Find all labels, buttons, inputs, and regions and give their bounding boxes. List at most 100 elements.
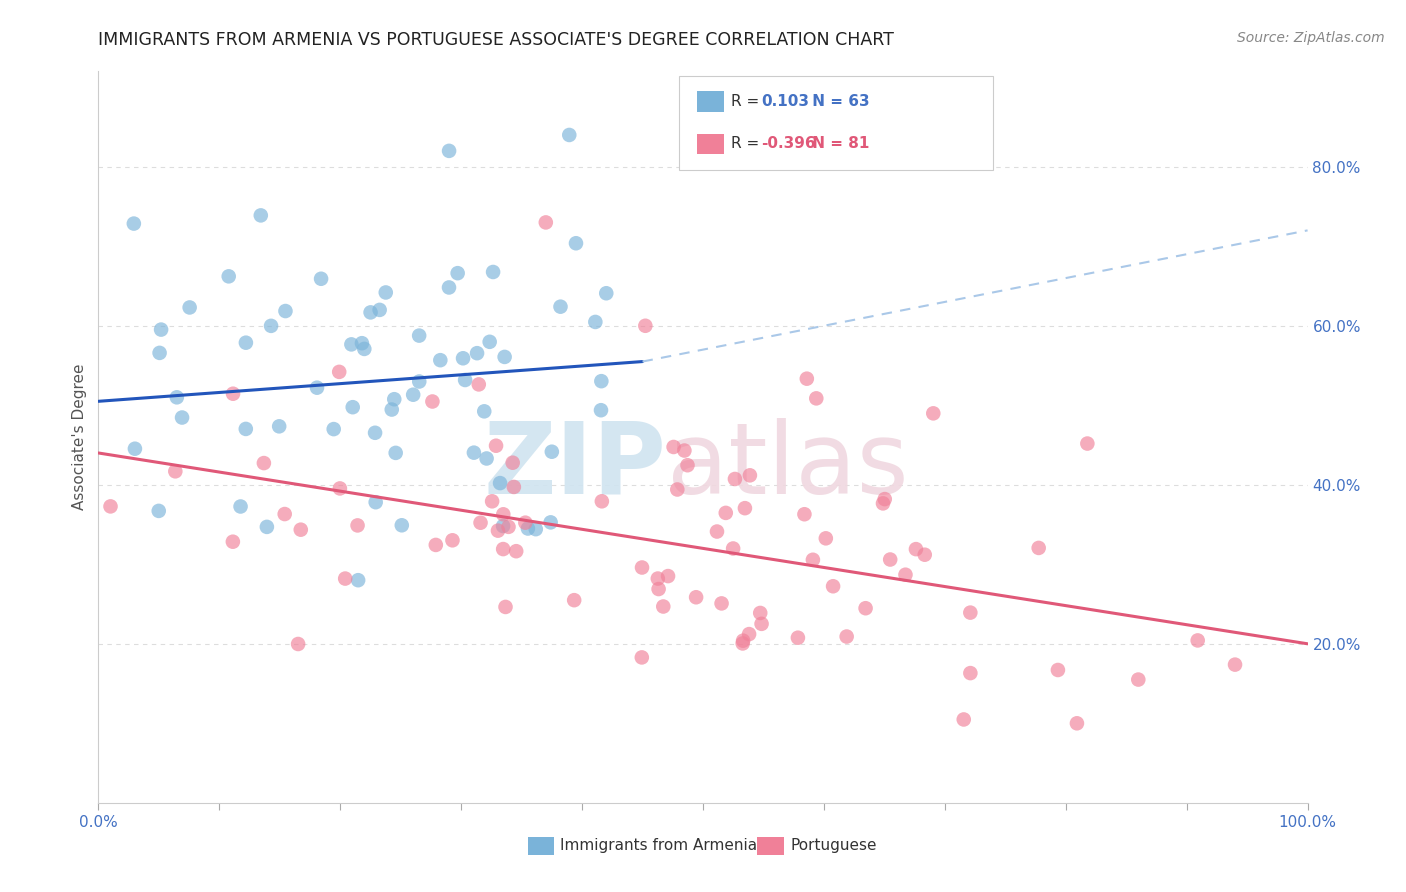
Point bbox=[274, 304, 297, 318]
Point bbox=[1028, 541, 1050, 555]
Text: Immigrants from Armenia: Immigrants from Armenia bbox=[561, 838, 758, 854]
Point bbox=[710, 596, 733, 610]
Point bbox=[253, 456, 276, 470]
Point bbox=[322, 422, 344, 436]
Point bbox=[657, 569, 679, 583]
Point bbox=[179, 301, 201, 315]
Point bbox=[425, 538, 447, 552]
Point bbox=[486, 524, 509, 538]
Point bbox=[647, 572, 669, 586]
Point bbox=[823, 579, 845, 593]
Text: 0.103: 0.103 bbox=[761, 94, 808, 109]
Point bbox=[1066, 716, 1088, 731]
Point bbox=[340, 337, 363, 351]
Text: N = 63: N = 63 bbox=[807, 94, 870, 109]
Point bbox=[793, 508, 815, 522]
Point bbox=[749, 606, 772, 620]
Point bbox=[1128, 673, 1150, 687]
Point bbox=[335, 572, 357, 586]
Point bbox=[122, 217, 145, 231]
Point bbox=[922, 406, 945, 420]
Point bbox=[583, 315, 606, 329]
Point bbox=[591, 494, 613, 508]
Point bbox=[402, 388, 425, 402]
Y-axis label: Associate's Degree: Associate's Degree bbox=[72, 364, 87, 510]
Point bbox=[1076, 436, 1098, 450]
Point bbox=[540, 444, 562, 458]
Point bbox=[855, 601, 877, 615]
Point bbox=[959, 606, 981, 620]
Point bbox=[441, 533, 464, 548]
Point bbox=[1223, 657, 1246, 672]
Point bbox=[481, 494, 503, 508]
Point bbox=[382, 392, 405, 407]
Point bbox=[733, 633, 755, 648]
Text: Source: ZipAtlas.com: Source: ZipAtlas.com bbox=[1237, 31, 1385, 45]
Point bbox=[631, 560, 654, 574]
Point bbox=[952, 713, 974, 727]
Point bbox=[662, 440, 685, 454]
Point bbox=[498, 520, 520, 534]
Point bbox=[565, 236, 588, 251]
Point bbox=[328, 365, 350, 379]
Point bbox=[524, 522, 547, 536]
Point bbox=[492, 519, 515, 533]
Point bbox=[309, 272, 332, 286]
Point bbox=[305, 381, 328, 395]
Point bbox=[516, 522, 538, 536]
Point bbox=[591, 374, 613, 388]
Point bbox=[350, 336, 373, 351]
Point bbox=[714, 506, 737, 520]
Point bbox=[447, 266, 470, 280]
Point bbox=[451, 351, 474, 366]
Point bbox=[724, 472, 747, 486]
Point bbox=[534, 215, 557, 229]
Point bbox=[558, 128, 581, 142]
Point bbox=[734, 501, 756, 516]
Point bbox=[364, 425, 387, 440]
Point bbox=[249, 208, 271, 222]
Point bbox=[222, 534, 245, 549]
Point bbox=[229, 500, 252, 514]
Point bbox=[364, 495, 387, 509]
FancyBboxPatch shape bbox=[697, 91, 724, 112]
Point bbox=[360, 305, 382, 319]
Point bbox=[218, 269, 240, 284]
Point bbox=[478, 334, 501, 349]
Point bbox=[515, 516, 537, 530]
Point bbox=[806, 392, 828, 406]
Point bbox=[494, 350, 516, 364]
Point bbox=[894, 567, 917, 582]
Point bbox=[472, 404, 495, 418]
Point bbox=[835, 630, 858, 644]
Point bbox=[222, 386, 245, 401]
Point bbox=[550, 300, 572, 314]
Point bbox=[801, 553, 824, 567]
Point bbox=[630, 650, 652, 665]
Point bbox=[492, 542, 515, 557]
Point bbox=[873, 492, 896, 507]
FancyBboxPatch shape bbox=[527, 838, 554, 855]
Point bbox=[368, 302, 391, 317]
Point bbox=[475, 451, 498, 466]
Point bbox=[492, 508, 515, 522]
Point bbox=[290, 523, 312, 537]
Point bbox=[347, 573, 370, 587]
Point bbox=[482, 265, 505, 279]
Point bbox=[1187, 633, 1209, 648]
Point bbox=[676, 458, 699, 473]
Text: atlas: atlas bbox=[666, 417, 908, 515]
Point bbox=[540, 516, 562, 530]
Point bbox=[787, 631, 810, 645]
Point bbox=[673, 443, 696, 458]
Point bbox=[1046, 663, 1069, 677]
FancyBboxPatch shape bbox=[697, 134, 724, 154]
Text: IMMIGRANTS FROM ARMENIA VS PORTUGUESE ASSOCIATE'S DEGREE CORRELATION CHART: IMMIGRANTS FROM ARMENIA VS PORTUGUESE AS… bbox=[98, 31, 894, 49]
Point bbox=[485, 439, 508, 453]
Text: Portuguese: Portuguese bbox=[790, 838, 876, 854]
Point bbox=[502, 480, 524, 494]
Point bbox=[731, 636, 754, 650]
Point bbox=[463, 445, 485, 459]
FancyBboxPatch shape bbox=[758, 838, 785, 855]
Point bbox=[502, 456, 524, 470]
